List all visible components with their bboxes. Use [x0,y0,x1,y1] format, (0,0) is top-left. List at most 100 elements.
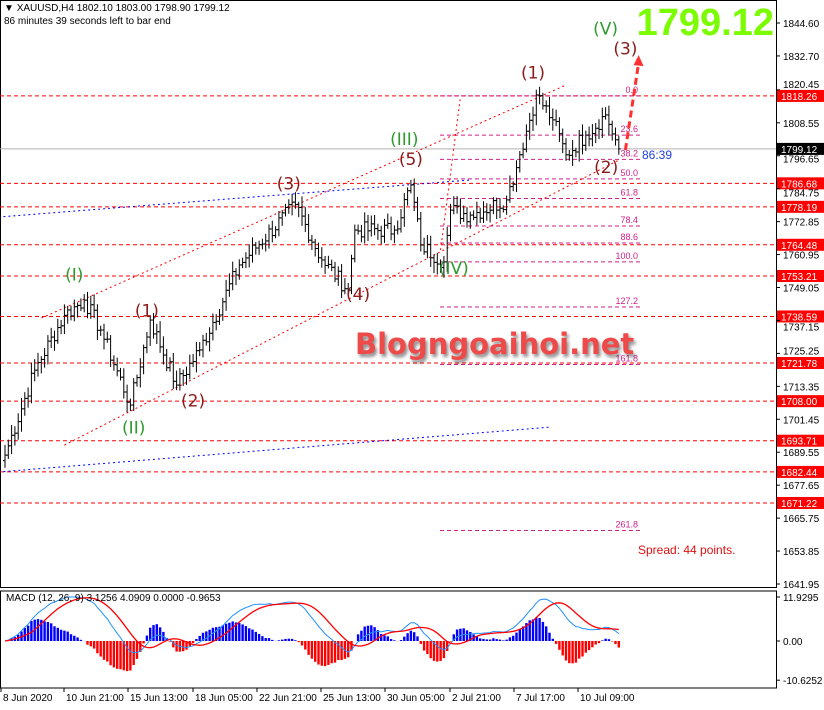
macd-histogram-bar [363,626,366,641]
macd-histogram-bar [205,631,208,641]
macd-histogram-bar [69,634,73,641]
price-axis-label: 1713.35 [783,382,820,393]
macd-histogram-bar [257,633,261,641]
macd-histogram-bar [393,640,396,641]
macd-histogram-bar [518,629,521,641]
elliott-wave-label: (I) [65,266,83,286]
macd-histogram-bar [604,638,607,641]
macd-plot [4,596,620,672]
macd-histogram-bar [488,639,492,641]
macd-histogram-bar [182,641,185,652]
macd-histogram-bar [571,641,574,664]
macd-histogram-bar [495,639,498,641]
macd-histogram-bar [340,641,343,661]
macd-histogram-bar [535,617,538,641]
macd-histogram-bar [347,641,350,658]
macd-histogram-bar [373,627,376,641]
price-axis-label: 1689.55 [783,448,820,459]
macd-histogram-bar [399,640,403,641]
macd-histogram-bar [356,634,360,641]
macd-histogram-bar [419,641,422,644]
macd-histogram-bar [248,628,251,641]
price-axis-label: 1796.65 [783,155,820,166]
fib-level-label: 23.6 [620,124,638,134]
macd-histogram-bar [594,641,597,645]
macd-histogram-bar [218,626,221,641]
macd-histogram-bar [59,629,63,641]
macd-histogram-bar [152,625,155,641]
macd-histogram-bar [277,640,281,641]
time-axis-label: 18 Jun 05:00 [195,693,253,704]
macd-histogram-bar [498,639,502,641]
level-price-tag-text: 1786.68 [781,179,818,190]
bar-timer-text: 86 minutes 39 seconds left to bar end [4,16,171,27]
macd-histogram-bar [155,624,158,641]
macd-histogram-bar [50,623,53,641]
macd-axis-label: 11.9295 [783,593,819,604]
macd-histogram-bar [521,626,525,641]
macd-histogram-bar [591,641,594,648]
macd-histogram-bar [109,641,112,666]
fib-level-label: 50.0 [620,168,638,178]
time-axis-label: 22 Jun 21:00 [259,693,317,704]
level-price-tag [777,200,824,213]
elliott-wave-label: (5) [399,150,423,170]
level-price-tag [777,434,824,447]
fib-level-label: 100.0 [615,251,638,261]
macd-histogram-bar [617,641,620,648]
current-price-tag-text: 1799.12 [781,145,818,156]
macd-histogram-bar [320,641,323,666]
price-axis-label: 1844.60 [783,19,820,30]
watermark: Blogngoaihoi.net [355,327,635,361]
macd-histogram-bar [505,639,508,641]
macd-axis-label: -10.6252 [783,676,823,687]
macd-histogram-bar [409,630,413,641]
macd-histogram-bar [112,641,116,668]
macd-histogram-bar [211,627,215,641]
macd-histogram-bar [297,641,300,643]
arrow-head-icon [633,55,644,67]
trendline [0,179,471,218]
macd-histogram-bar [125,641,129,672]
trendline [64,159,620,446]
macd-histogram-bar [165,637,168,641]
macd-histogram-bar [360,630,363,641]
macd-histogram-bar [333,641,337,663]
macd-histogram-bar [294,640,297,641]
elliott-wave-label: (3) [613,39,637,59]
bar-countdown: 86:39 [642,148,673,162]
macd-histogram-bar [485,639,488,641]
macd-histogram-bar [145,635,149,641]
macd-histogram-bar [287,638,290,641]
level-price-tag-text: 1682.44 [781,468,818,479]
macd-histogram-bar [515,632,518,641]
level-price-tag-text: 1708.00 [781,397,818,408]
macd-histogram-bar [281,639,284,641]
macd-histogram-bar [482,638,485,641]
price-axis-label: 1749.05 [783,284,820,295]
collapse-triangle-icon[interactable]: ▼ [4,3,14,14]
macd-histogram-bar [46,621,50,641]
trendline [440,96,461,251]
level-price-tag [777,496,824,509]
macd-histogram-bar [366,625,370,641]
macd-histogram-bar [102,641,106,660]
macd-histogram-bar [56,627,59,641]
macd-histogram-bar [36,619,40,641]
macd-histogram-bar [439,641,442,661]
macd-histogram-bar [475,636,479,641]
macd-histogram-bar [195,638,198,641]
level-price-tag [777,89,824,102]
macd-histogram-bar [568,641,571,664]
macd-histogram-bar [228,622,231,641]
fib-level-label: 261.8 [615,519,638,529]
macd-histogram-bar [429,641,432,659]
macd-histogram-bar [350,641,353,651]
elliott-wave-label: (1) [135,302,159,322]
macd-histogram-bar [465,630,469,641]
macd-histogram-bar [231,621,234,641]
macd-histogram-bar [271,639,274,641]
macd-histogram-bar [290,638,294,641]
main-plot: 0.0 23.6 38.2 50.0 61.8 78.4 88.6 100.0 127.2 161… [0,19,776,531]
